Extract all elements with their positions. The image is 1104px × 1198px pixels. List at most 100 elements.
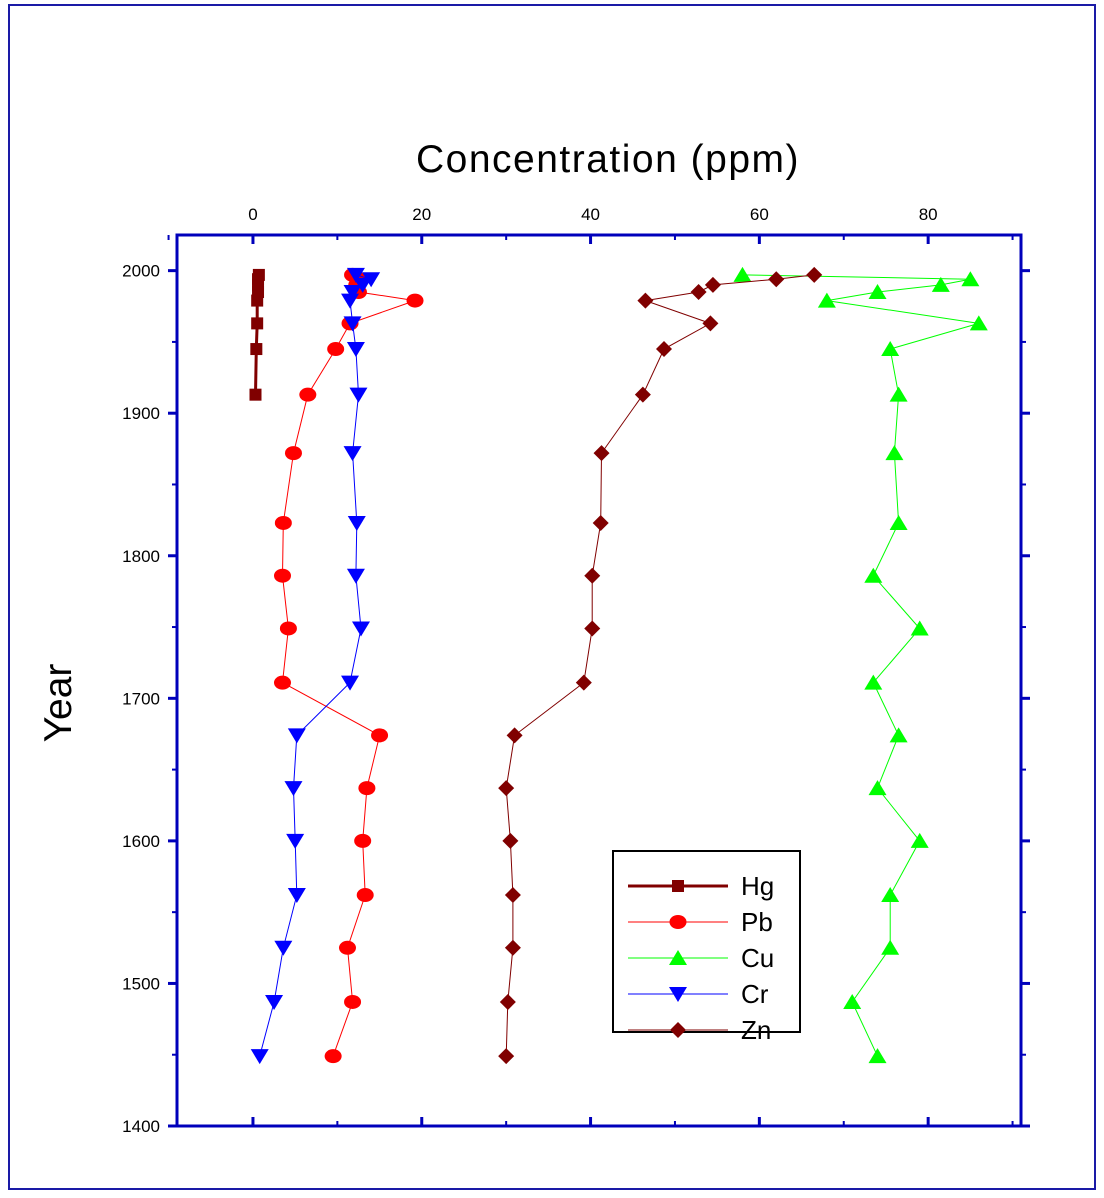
data-point-pb xyxy=(327,342,345,357)
x-tick-label: 40 xyxy=(581,205,600,224)
data-point-pb xyxy=(338,940,356,955)
series-line-pb xyxy=(281,274,416,1057)
y-axis-title: Year xyxy=(37,664,80,743)
legend-label-hg: Hg xyxy=(741,871,774,901)
data-point-zn xyxy=(498,1048,515,1065)
data-point-cu xyxy=(881,939,900,955)
data-point-zn xyxy=(499,993,516,1010)
data-point-zn xyxy=(768,271,785,288)
data-point-zn xyxy=(702,315,719,332)
data-point-zn xyxy=(575,674,592,691)
x-tick-label: 60 xyxy=(750,205,769,224)
data-point-zn xyxy=(690,284,707,301)
data-point-cu xyxy=(881,341,900,357)
data-point-zn xyxy=(504,887,521,904)
data-point-cr xyxy=(343,316,362,332)
y-tick-label: 1400 xyxy=(122,1117,160,1136)
data-point-cu xyxy=(961,271,980,287)
data-point-zn xyxy=(634,386,651,403)
data-point-zn xyxy=(584,567,601,584)
data-point-cr xyxy=(287,888,306,904)
x-tick-label: 0 xyxy=(248,205,257,224)
data-point-hg xyxy=(249,388,262,401)
data-point-cu xyxy=(817,292,836,308)
chart-frame xyxy=(8,4,1096,1190)
legend-label-cu: Cu xyxy=(741,943,774,973)
data-point-zn xyxy=(637,292,654,309)
data-point-zn xyxy=(655,341,672,358)
data-point-cu xyxy=(885,445,904,461)
data-point-zn xyxy=(502,832,519,849)
data-point-cu xyxy=(931,276,950,292)
data-point-cr xyxy=(341,675,360,691)
data-point-pb xyxy=(358,781,376,796)
y-tick-label: 1700 xyxy=(122,689,160,708)
data-point-zn xyxy=(498,780,515,797)
x-tick-label: 80 xyxy=(919,205,938,224)
x-axis-title: Concentration (ppm) xyxy=(416,138,800,181)
y-tick-label: 1500 xyxy=(122,974,160,993)
plot-area-border xyxy=(175,233,1023,1128)
x-tick-label: 20 xyxy=(412,205,431,224)
data-point-cr xyxy=(347,515,366,531)
data-point-cr xyxy=(353,277,372,293)
y-tick-label: 1600 xyxy=(122,832,160,851)
y-tick-label: 1800 xyxy=(122,547,160,566)
data-point-cu xyxy=(733,266,752,282)
data-point-pb xyxy=(284,446,302,461)
data-point-cr xyxy=(250,1049,269,1065)
data-point-hg xyxy=(250,343,263,356)
data-point-hg xyxy=(251,317,264,330)
data-point-cu xyxy=(881,887,900,903)
data-point-cu xyxy=(868,1048,887,1064)
data-point-cr xyxy=(346,568,365,584)
data-point-cr xyxy=(286,833,305,849)
data-point-zn xyxy=(593,445,610,462)
data-point-pb xyxy=(279,621,297,636)
data-point-pb xyxy=(274,515,292,530)
data-point-pb xyxy=(406,293,424,308)
data-point-cr xyxy=(343,446,362,462)
legend-marker-cr xyxy=(669,987,687,1002)
data-point-cr xyxy=(341,293,360,309)
data-point-cu xyxy=(864,674,883,690)
legend-marker-cu xyxy=(669,950,687,965)
data-point-cu xyxy=(868,284,887,300)
data-point-pb xyxy=(354,833,372,848)
series-line-zn xyxy=(505,274,815,1057)
data-point-cu xyxy=(910,620,929,636)
legend-marker-zn xyxy=(670,1022,686,1038)
data-point-pb xyxy=(299,387,317,402)
data-point-cu xyxy=(969,315,988,331)
legend-marker-pb xyxy=(669,915,687,929)
data-point-pb xyxy=(324,1049,342,1064)
data-point-zn xyxy=(504,939,521,956)
data-point-cr xyxy=(351,621,370,637)
data-point-pb xyxy=(371,728,389,743)
legend-label-zn: Zn xyxy=(741,1015,771,1045)
data-point-cr xyxy=(362,272,381,288)
data-point-cr xyxy=(349,387,368,403)
data-point-pb xyxy=(356,888,374,903)
legend-label-pb: Pb xyxy=(741,907,773,937)
data-point-zn xyxy=(592,514,609,531)
data-point-cu xyxy=(889,386,908,402)
data-point-hg xyxy=(252,286,265,299)
data-point-zn xyxy=(506,727,523,744)
legend-marker-hg xyxy=(672,880,684,892)
data-point-cu xyxy=(864,567,883,583)
data-point-cu xyxy=(889,514,908,530)
data-point-zn xyxy=(704,276,721,293)
data-point-pb xyxy=(274,675,291,690)
legend-box xyxy=(612,850,801,1033)
data-point-cr xyxy=(274,940,293,956)
data-point-pb xyxy=(344,994,362,1009)
y-tick-label: 1900 xyxy=(122,404,160,423)
data-point-cu xyxy=(843,993,862,1009)
data-point-cr xyxy=(284,781,303,797)
data-point-cr xyxy=(287,728,306,744)
data-point-cr xyxy=(265,994,284,1010)
legend-label-cr: Cr xyxy=(741,979,769,1009)
y-tick-label: 2000 xyxy=(122,262,160,281)
